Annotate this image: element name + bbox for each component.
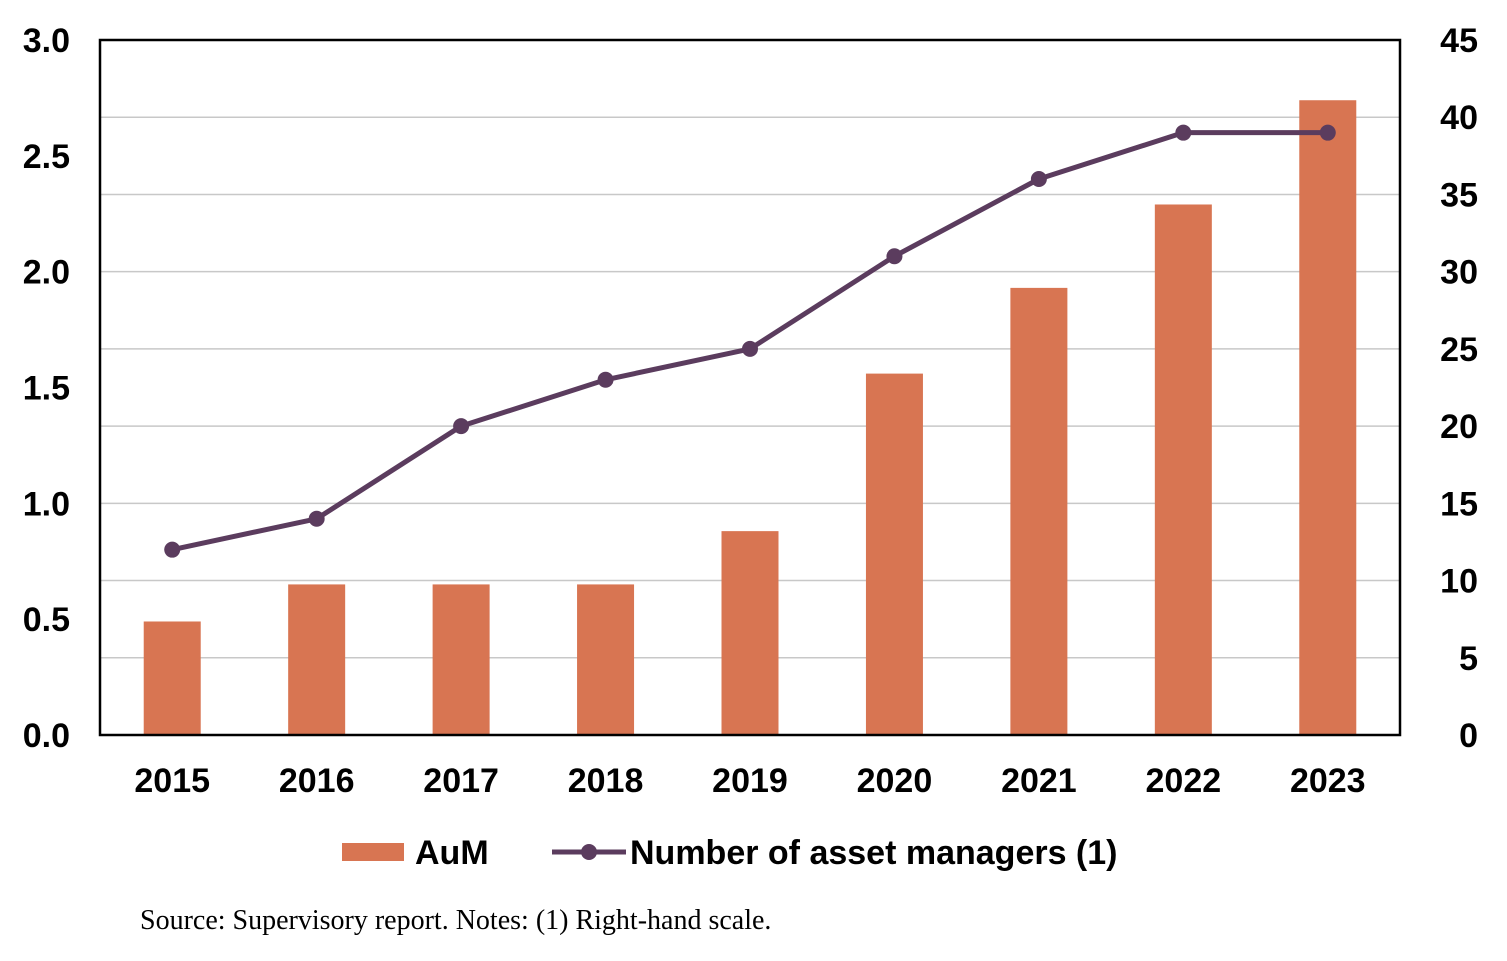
x-axis-tick-label: 2021 [1001, 762, 1077, 800]
aum-bar [1154, 204, 1212, 735]
right-axis-tick-label: 0 [1459, 717, 1478, 755]
left-axis-tick-label: 0.5 [23, 601, 70, 639]
aum-bar [1010, 287, 1068, 735]
x-axis-tick-label: 2018 [568, 762, 644, 800]
aum-bar [1299, 100, 1357, 735]
right-axis-tick-label: 25 [1440, 331, 1478, 369]
aum-bar [577, 584, 635, 735]
right-axis-tick-labels: 0 5 10 15 20 25 30 35 40 45 [1440, 22, 1478, 755]
legend-asset-managers-marker [581, 844, 597, 860]
aum-bar [143, 621, 201, 735]
right-axis-tick-label: 5 [1459, 640, 1478, 678]
legend-aum-label: AuM [415, 834, 489, 872]
right-axis-tick-label: 35 [1440, 176, 1478, 214]
x-axis-tick-label: 2019 [712, 762, 788, 800]
right-axis-tick-label: 15 [1440, 485, 1478, 523]
right-axis-tick-label: 10 [1440, 563, 1478, 601]
asset-managers-point [742, 340, 758, 357]
left-axis-tick-label: 1.5 [23, 370, 70, 408]
x-axis-tick-label: 2015 [134, 762, 210, 800]
asset-managers-point [1319, 124, 1336, 141]
x-axis-tick-label: 2020 [857, 762, 933, 800]
plot-frame [98, 38, 1402, 737]
right-axis-tick-label: 20 [1440, 408, 1478, 446]
x-axis-tick-label: 2022 [1146, 762, 1222, 800]
aum-bars [143, 100, 1357, 735]
left-axis-tick-label: 0.0 [23, 717, 70, 755]
x-axis-tick-label: 2016 [279, 762, 355, 800]
asset-managers-point [1030, 171, 1047, 187]
x-axis-tick-labels: 2015 2016 2017 2018 2019 2020 2021 2022 2023 [134, 762, 1365, 800]
left-axis-tick-label: 3.0 [23, 22, 70, 60]
aum-bar [721, 531, 779, 735]
right-axis-tick-label: 30 [1440, 254, 1478, 292]
aum-bar [865, 373, 923, 735]
left-axis-tick-label: 2.5 [23, 138, 70, 176]
source-note: Source: Supervisory report. Notes: (1) R… [140, 905, 772, 936]
x-axis-tick-label: 2017 [423, 762, 499, 800]
asset-managers-point [1175, 124, 1192, 141]
asset-managers-point [308, 510, 325, 527]
asset-managers-point [886, 248, 903, 265]
left-axis-tick-label: 2.0 [23, 254, 70, 292]
chart: 0.0 0.5 1.0 1.5 2.0 2.5 3.0 0 5 10 15 20 25 30 35 40 45… [23, 22, 1478, 872]
legend-aum-swatch [342, 843, 404, 861]
legend: AuM Number of asset managers (1) [342, 834, 1118, 872]
legend-asset-managers-label: Number of asset managers (1) [630, 834, 1118, 872]
right-axis-tick-label: 45 [1440, 22, 1478, 60]
aum-bar [432, 584, 490, 735]
asset-managers-line [164, 124, 1336, 558]
asset-managers-point [597, 371, 614, 388]
left-axis-tick-label: 1.0 [23, 485, 70, 523]
asset-managers-point [453, 418, 470, 435]
asset-managers-point [164, 541, 181, 558]
right-axis-tick-label: 40 [1440, 99, 1478, 137]
left-axis-tick-labels: 0.0 0.5 1.0 1.5 2.0 2.5 3.0 [23, 22, 70, 755]
aum-bar [288, 584, 346, 735]
x-axis-tick-label: 2023 [1290, 762, 1366, 800]
